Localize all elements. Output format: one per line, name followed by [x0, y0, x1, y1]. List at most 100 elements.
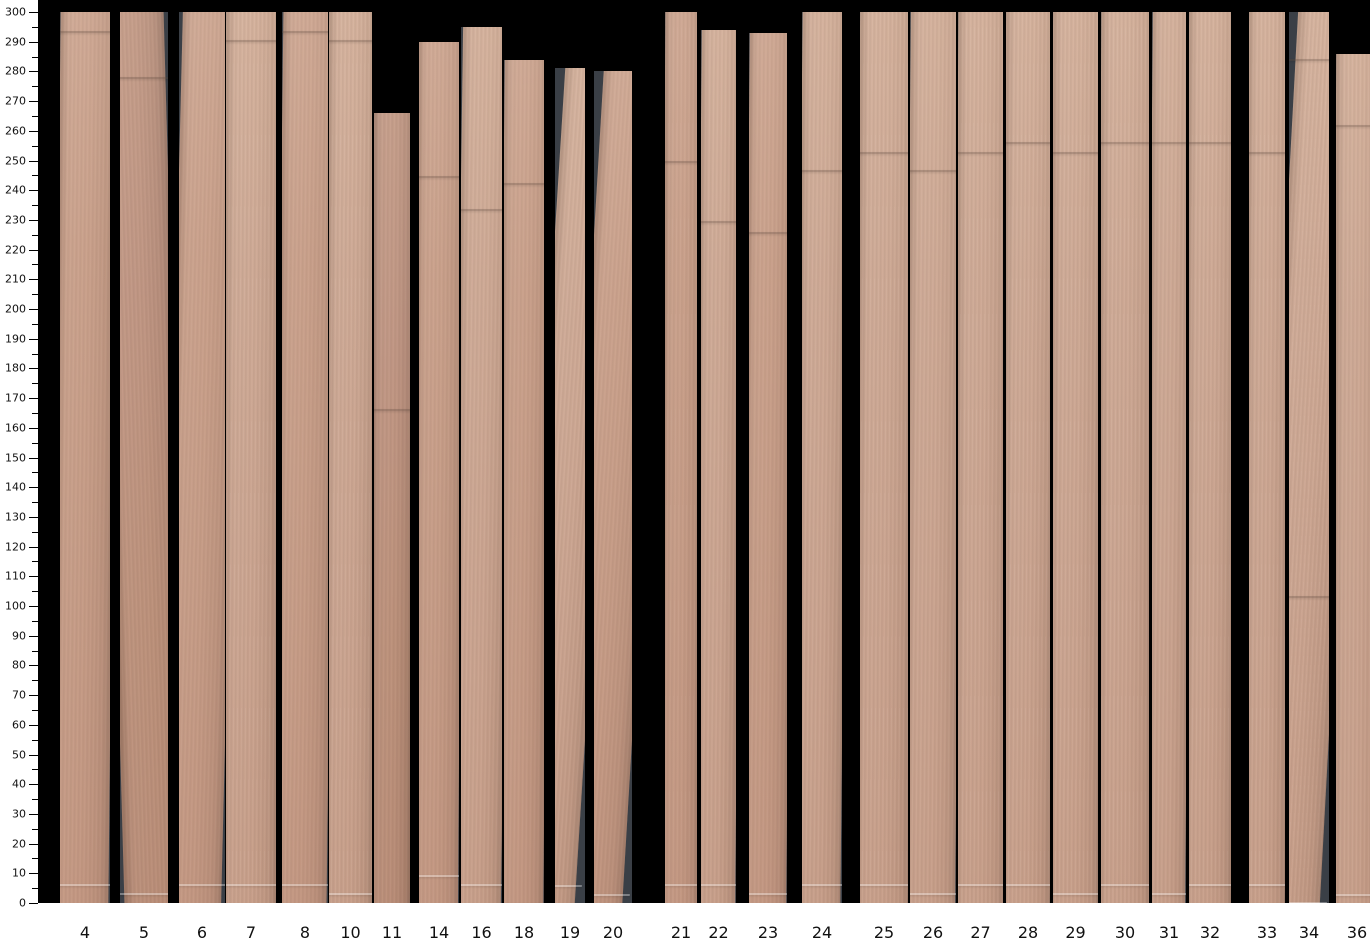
bar: [60, 12, 110, 903]
x-tick-label: 10: [340, 923, 361, 942]
plank-seam-line: [1101, 142, 1149, 145]
x-tick-label: 4: [79, 923, 91, 942]
plank-seam-line: [60, 883, 110, 886]
y-tick-major: [29, 41, 38, 43]
y-tick-minor: [32, 502, 38, 504]
y-tick-major: [29, 843, 38, 845]
plank-seam-line: [1289, 59, 1329, 62]
bar: [1336, 53, 1370, 903]
plank-seam-line: [1336, 893, 1370, 896]
y-tick-major: [29, 873, 38, 875]
y-tick-major: [29, 903, 38, 904]
y-tick-minor: [32, 620, 38, 622]
y-tick-major: [29, 101, 38, 103]
wood-plank-fill: [701, 29, 736, 903]
plank-seam-line: [461, 884, 502, 887]
plank-seam-line: [1289, 596, 1329, 599]
wood-plank-fill: [749, 32, 787, 903]
y-tick-label: 220: [5, 243, 26, 257]
plank-seam-line: [665, 160, 697, 163]
plank-seam-line: [701, 221, 736, 224]
y-tick-major: [29, 190, 38, 192]
plank-seam-line: [910, 893, 956, 895]
plank-seam-line: [1249, 883, 1285, 886]
wood-plank-fill: [1053, 12, 1098, 903]
y-tick-label: 280: [5, 64, 26, 78]
x-tick-label: 18: [513, 923, 535, 942]
y-tick-minor: [32, 294, 38, 296]
y-tick-label: 170: [5, 391, 26, 405]
y-tick-major: [29, 279, 38, 281]
x-tick-label: 28: [1017, 923, 1039, 942]
x-tick-label: 26: [922, 923, 944, 942]
y-tick-minor: [32, 888, 38, 890]
plank-seam-line: [958, 883, 1003, 886]
y-tick-major: [29, 427, 38, 429]
plank-seam-line: [701, 884, 736, 887]
plank-seam-line: [120, 77, 168, 80]
y-tick-major: [29, 665, 38, 667]
plank-seam-line: [329, 893, 372, 895]
bar: [374, 112, 410, 903]
y-tick-label: 120: [5, 540, 26, 554]
bar: [749, 32, 787, 903]
plank-seam-line: [802, 883, 842, 886]
bar: [1006, 12, 1050, 903]
y-tick-label: 270: [5, 94, 26, 108]
plank-seam-line: [374, 409, 410, 412]
wood-plank-fill: [282, 12, 328, 903]
plank-seam-line: [1189, 142, 1231, 145]
y-tick-minor: [32, 828, 38, 830]
plank-seam-line: [594, 893, 630, 896]
plank-seam-line: [329, 40, 372, 43]
bar: [1289, 12, 1329, 903]
y-tick-label: 200: [5, 302, 26, 316]
x-tick-label: 7: [245, 923, 257, 942]
x-tick-label: 23: [757, 923, 779, 942]
y-tick-label: 30: [12, 807, 26, 821]
wood-plank-fill: [594, 71, 632, 903]
wood-plank-fill: [958, 12, 1003, 903]
y-tick-label: 40: [12, 777, 26, 791]
wood-plank-fill: [329, 12, 372, 903]
plank-seam-line: [120, 893, 168, 895]
bar: [461, 26, 502, 903]
y-tick-minor: [32, 709, 38, 711]
plot-area: [38, 0, 1370, 903]
y-tick-label: 0: [19, 896, 26, 910]
y-tick-label: 300: [5, 5, 26, 19]
bar: [1189, 12, 1231, 903]
y-tick-minor: [32, 799, 38, 801]
y-tick-major: [29, 487, 38, 489]
y-tick-label: 60: [12, 718, 26, 732]
plank-seam-line: [226, 40, 276, 43]
x-tick-label: 24: [811, 923, 833, 942]
y-tick-minor: [32, 858, 38, 860]
bar: [701, 29, 736, 903]
y-axis: 0 10 20 30 40 50 60 70 80 90 100 110 120 130 140 150 160…: [0, 0, 38, 950]
wood-plank-fill: [1101, 12, 1149, 903]
y-tick-minor: [32, 442, 38, 444]
y-tick-major: [29, 784, 38, 786]
wood-plank-fill: [374, 112, 410, 903]
y-tick-minor: [32, 531, 38, 533]
y-tick-label: 90: [12, 629, 26, 643]
y-tick-label: 20: [12, 837, 26, 851]
plank-seam-line: [958, 151, 1003, 154]
x-axis: 4 5 6 7 8 10 11 14 16 18 19 20 21 22 23 24 25 26 27 28 29 30 3…: [38, 903, 1370, 950]
bar: [958, 12, 1003, 903]
plank-seam-line: [1152, 142, 1186, 145]
wood-plank-fill: [665, 12, 697, 903]
y-tick-minor: [32, 264, 38, 266]
y-tick-label: 150: [5, 451, 26, 464]
y-tick-label: 290: [5, 35, 26, 49]
plank-seam-line: [461, 209, 502, 212]
y-tick-major: [29, 813, 38, 815]
y-tick-major: [29, 695, 38, 697]
bar: [1152, 12, 1186, 903]
wood-plank-fill: [120, 12, 168, 903]
y-tick-label: 250: [5, 154, 26, 167]
bar: [860, 12, 908, 903]
y-tick-label: 210: [5, 272, 26, 286]
y-tick-label: 160: [5, 421, 26, 435]
